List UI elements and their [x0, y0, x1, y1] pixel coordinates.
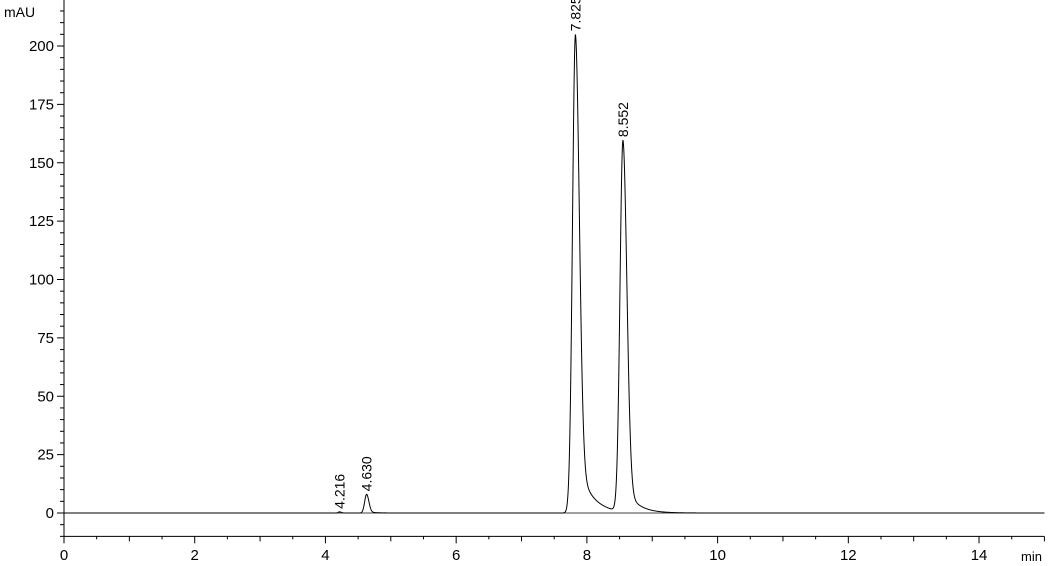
x-tick-label: 14 — [971, 547, 988, 564]
x-tick-label: 0 — [60, 547, 68, 564]
y-tick-label: 100 — [29, 272, 54, 289]
y-tick-label: 50 — [37, 388, 54, 405]
signal-trace — [64, 34, 1045, 514]
y-tick-label: 175 — [29, 96, 54, 113]
peak-label: 4.630 — [359, 456, 375, 491]
y-tick-label: 0 — [46, 505, 54, 522]
peak-label: 8.552 — [615, 102, 631, 137]
y-tick-label: 200 — [29, 38, 54, 55]
x-axis-label: min — [1021, 549, 1042, 564]
y-tick-label: 125 — [29, 213, 54, 230]
x-tick-label: 8 — [583, 547, 591, 564]
y-tick-label: 150 — [29, 155, 54, 172]
peak-label: 4.216 — [332, 474, 348, 509]
y-axis-label: mAU — [4, 4, 35, 20]
x-tick-label: 10 — [709, 547, 726, 564]
y-tick-label: 25 — [37, 447, 54, 464]
peak-label: 7.825 — [567, 0, 583, 31]
y-tick-label: 75 — [37, 330, 54, 347]
x-tick-label: 6 — [452, 547, 460, 564]
x-tick-label: 4 — [321, 547, 329, 564]
x-tick-label: 12 — [840, 547, 857, 564]
x-tick-label: 2 — [191, 547, 199, 564]
